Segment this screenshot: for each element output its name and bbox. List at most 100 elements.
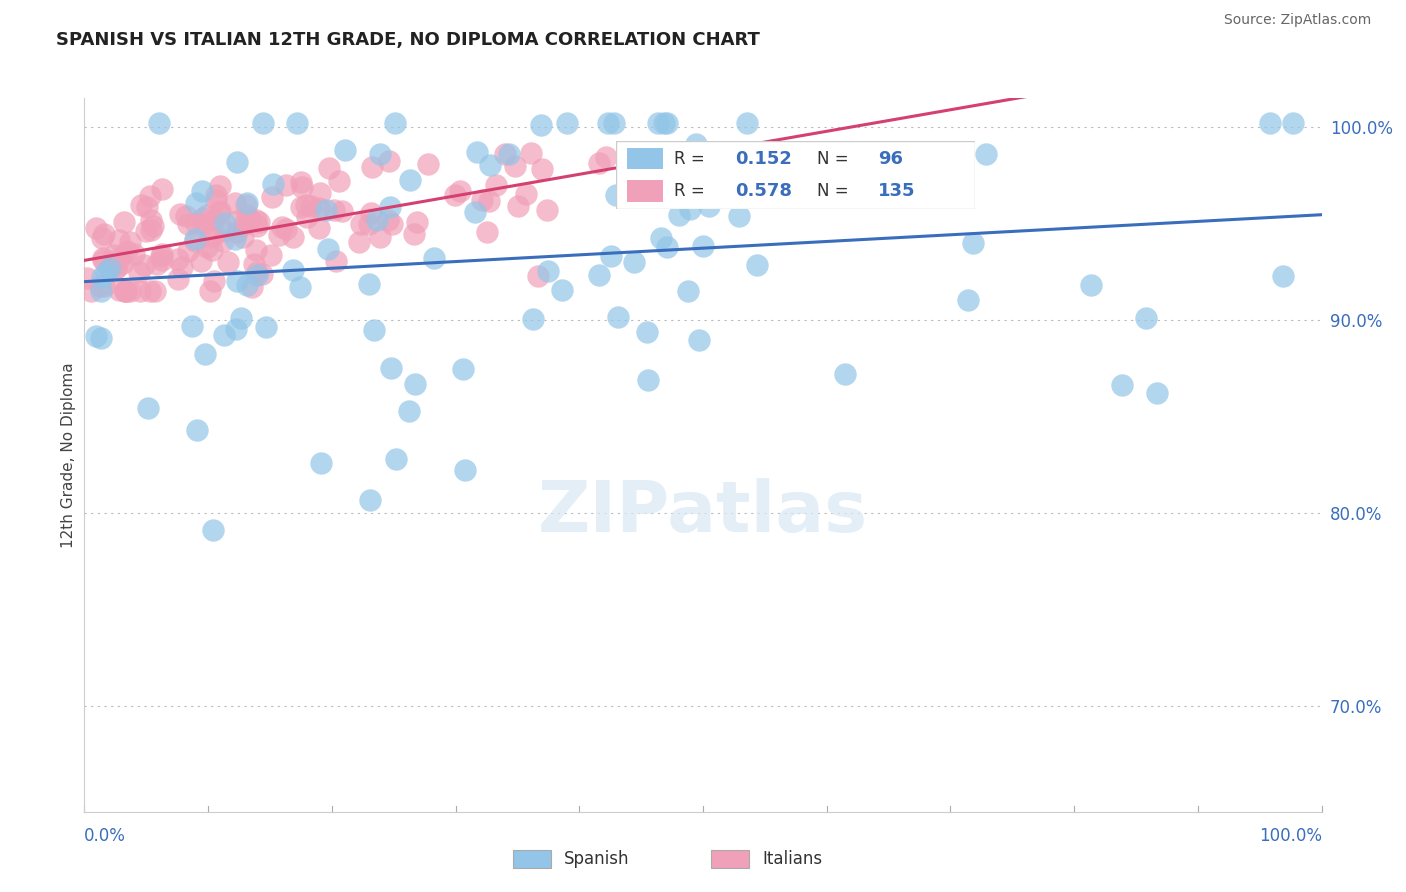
Point: [1272, 269, 1295, 284]
Point: [191, 217, 214, 231]
Point: [316, 242, 339, 256]
Point: [103, 248, 125, 262]
Text: Source: ZipAtlas.com: Source: ZipAtlas.com: [1223, 13, 1371, 28]
Point: [191, 184, 214, 198]
Point: [135, 200, 157, 214]
Point: [142, 219, 165, 234]
Point: [349, 235, 371, 249]
Point: [384, 452, 406, 467]
Point: [330, 204, 353, 219]
Point: [152, 247, 174, 261]
Point: [323, 202, 346, 217]
FancyBboxPatch shape: [711, 850, 749, 869]
Point: [209, 203, 232, 218]
Point: [80, 284, 103, 298]
Point: [148, 116, 170, 130]
Point: [262, 177, 284, 191]
Point: [226, 226, 249, 240]
Point: [595, 150, 617, 164]
Text: N =: N =: [817, 182, 855, 200]
Point: [299, 199, 322, 213]
Point: [281, 230, 304, 244]
Point: [692, 239, 714, 253]
Point: [166, 252, 188, 267]
Point: [636, 325, 658, 339]
Point: [676, 285, 699, 299]
Point: [124, 247, 146, 261]
Point: [200, 243, 222, 257]
Point: [259, 248, 281, 262]
Point: [181, 319, 204, 334]
Point: [84, 328, 107, 343]
Point: [236, 277, 259, 292]
Point: [247, 215, 270, 229]
Point: [384, 116, 406, 130]
Point: [834, 367, 856, 381]
Point: [526, 269, 548, 284]
Point: [114, 284, 136, 298]
Point: [204, 188, 226, 202]
Point: [214, 224, 236, 238]
Point: [477, 225, 499, 239]
Point: [202, 212, 225, 227]
Point: [328, 174, 350, 188]
Point: [605, 188, 627, 202]
Point: [252, 116, 274, 130]
Point: [225, 322, 247, 336]
Point: [1111, 378, 1133, 392]
Point: [231, 310, 253, 325]
Point: [957, 293, 980, 307]
Point: [76, 271, 98, 285]
Point: [104, 261, 127, 276]
Point: [366, 213, 388, 227]
Point: [380, 361, 402, 376]
Point: [128, 265, 150, 279]
Point: [134, 258, 156, 272]
Point: [478, 194, 501, 208]
Text: R =: R =: [673, 150, 710, 168]
Point: [191, 211, 214, 225]
Point: [198, 230, 221, 244]
Point: [212, 234, 235, 248]
Point: [1146, 386, 1168, 401]
Text: 100.0%: 100.0%: [1258, 827, 1322, 845]
Point: [623, 255, 645, 269]
Point: [202, 227, 225, 242]
Point: [655, 239, 678, 253]
Point: [308, 201, 330, 215]
Point: [239, 213, 262, 227]
Point: [167, 272, 190, 286]
Text: R =: R =: [673, 182, 710, 200]
Point: [270, 219, 292, 234]
Point: [89, 278, 111, 293]
Point: [309, 186, 332, 200]
Point: [551, 283, 574, 297]
Point: [236, 195, 259, 210]
Point: [152, 182, 174, 196]
Point: [378, 154, 401, 169]
Point: [422, 251, 444, 265]
Point: [90, 285, 112, 299]
Point: [84, 220, 107, 235]
Point: [139, 213, 162, 227]
Point: [195, 209, 218, 223]
Point: [250, 268, 273, 282]
Point: [360, 206, 382, 220]
Point: [217, 255, 239, 269]
Text: 96: 96: [879, 150, 903, 168]
Point: [194, 347, 217, 361]
Point: [360, 161, 382, 175]
Point: [325, 253, 347, 268]
Point: [471, 194, 494, 208]
Point: [141, 223, 163, 237]
Text: N =: N =: [817, 150, 855, 168]
Point: [291, 180, 314, 194]
Point: [114, 284, 136, 298]
Point: [169, 206, 191, 220]
Point: [404, 376, 426, 391]
Point: [657, 116, 679, 130]
Point: [205, 193, 228, 207]
Point: [243, 257, 266, 271]
Point: [454, 463, 477, 477]
Point: [136, 401, 159, 415]
